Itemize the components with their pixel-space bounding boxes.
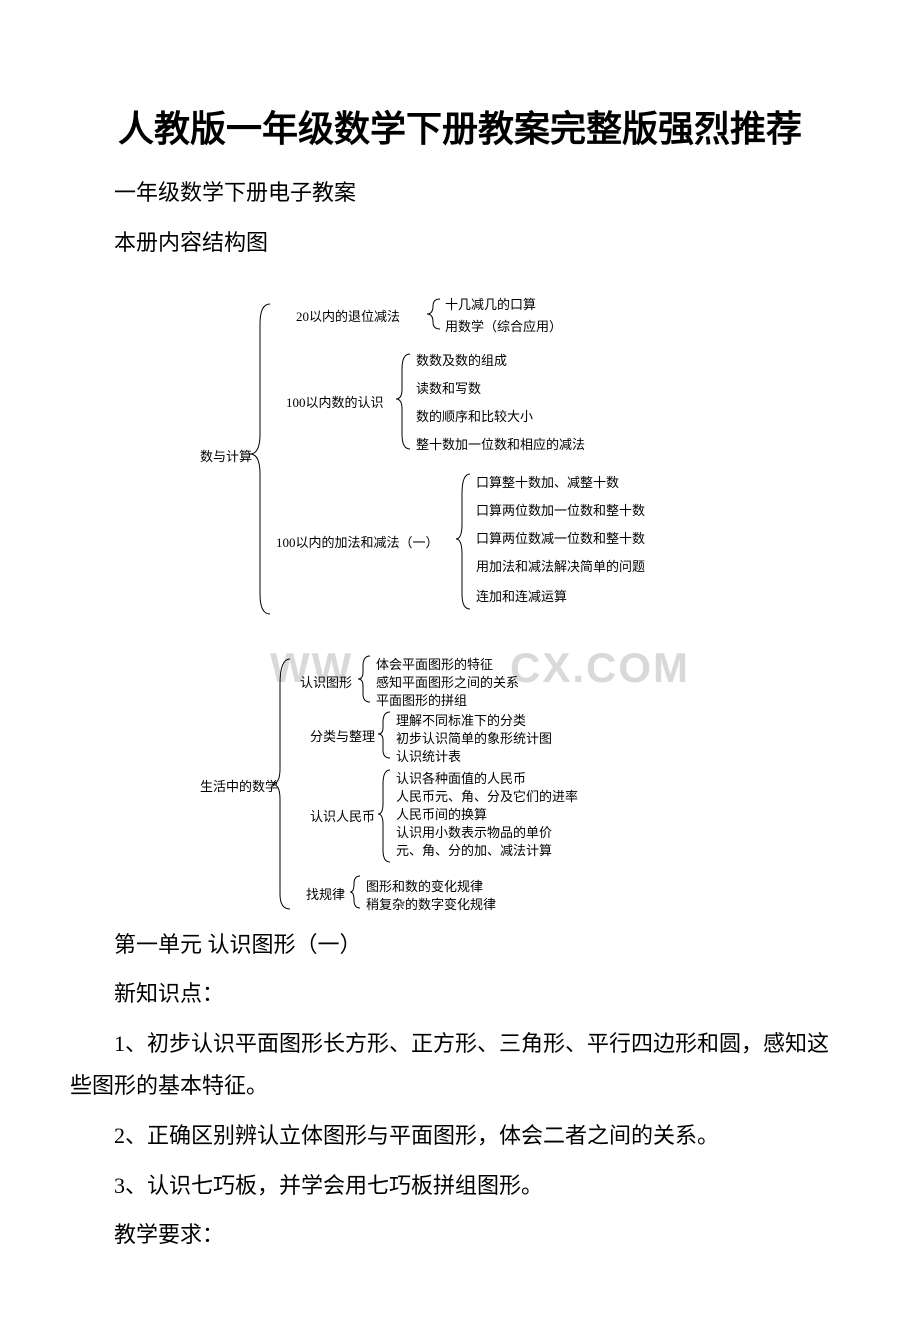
para-unit-title: 第一单元 认识图形（一） xyxy=(70,924,850,966)
d1-b1-i1: 用数学（综合应用） xyxy=(445,316,562,335)
d1-b3-i1: 口算两位数加一位数和整十数 xyxy=(476,500,645,519)
d1-b2-i3: 整十数加一位数和相应的减法 xyxy=(416,434,585,453)
document-page: 人教版一年级数学下册教案完整版强烈推荐 一年级数学下册电子教案 本册内容结构图 … xyxy=(0,0,920,1324)
d2-b3-i4: 元、角、分的加、减法计算 xyxy=(396,840,552,859)
d1-b3-i4: 连加和连减运算 xyxy=(476,586,567,605)
d2-b2-i0: 理解不同标准下的分类 xyxy=(396,710,526,729)
d1-root: 数与计算 xyxy=(200,446,252,465)
structure-diagram-2: WW CX.COM 生活中的数学 认识图形 体会平面图形的特征 感知平面图形之间… xyxy=(200,654,820,914)
d2-b4-label: 找规律 xyxy=(306,884,345,903)
d2-b3-i3: 认识用小数表示物品的单价 xyxy=(396,822,552,841)
d2-b3-i0: 认识各种面值的人民币 xyxy=(396,768,526,787)
document-title: 人教版一年级数学下册教案完整版强烈推荐 xyxy=(70,100,850,152)
d2-b2-label: 分类与整理 xyxy=(310,726,375,745)
para-requirements: 教学要求： xyxy=(70,1214,850,1256)
d2-b1-i2: 平面图形的拼组 xyxy=(376,690,467,709)
d2-b4-i0: 图形和数的变化规律 xyxy=(366,876,483,895)
d1-b3-i2: 口算两位数减一位数和整十数 xyxy=(476,528,645,547)
d2-b4-i1: 稍复杂的数字变化规律 xyxy=(366,894,496,913)
d2-b1-label: 认识图形 xyxy=(300,672,352,691)
d1-b2-label: 100以内数的认识 xyxy=(286,392,384,411)
d2-b1-i1: 感知平面图形之间的关系 xyxy=(376,672,519,691)
para-point-1: 1、初步认识平面图形长方形、正方形、三角形、平行四边形和圆，感知这些图形的基本特… xyxy=(70,1023,850,1107)
d2-b3-i2: 人民币间的换算 xyxy=(396,804,487,823)
d1-b3-label: 100以内的加法和减法（一） xyxy=(276,532,439,551)
d2-b2-i2: 认识统计表 xyxy=(396,746,461,765)
d2-b2-i1: 初步认识简单的象形统计图 xyxy=(396,728,552,747)
d2-b3-i1: 人民币元、角、分及它们的进率 xyxy=(396,786,578,805)
d1-b2-i0: 数数及数的组成 xyxy=(416,350,507,369)
d1-b3-i3: 用加法和减法解决简单的问题 xyxy=(476,556,645,575)
d2-b3-label: 认识人民币 xyxy=(310,806,375,825)
d2-b1-i0: 体会平面图形的特征 xyxy=(376,654,493,673)
d1-b2-i1: 读数和写数 xyxy=(416,378,481,397)
d1-b1-label: 20以内的退位减法 xyxy=(296,306,400,325)
d2-root: 生活中的数学 xyxy=(200,776,278,795)
d1-b2-i2: 数的顺序和比较大小 xyxy=(416,406,533,425)
para-new-points: 新知识点： xyxy=(70,973,850,1015)
d1-b1-i0: 十几减几的口算 xyxy=(445,294,536,313)
structure-diagram-1: 数与计算 20以内的退位减法 十几减几的口算 用数学（综合应用） 100以内数的… xyxy=(200,294,820,624)
d1-b3-i0: 口算整十数加、减整十数 xyxy=(476,472,619,491)
intro-line-2: 本册内容结构图 xyxy=(70,222,850,264)
para-point-2: 2、正确区别辨认立体图形与平面图形，体会二者之间的关系。 xyxy=(70,1115,850,1157)
para-point-3: 3、认识七巧板，并学会用七巧板拼组图形。 xyxy=(70,1165,850,1207)
intro-line-1: 一年级数学下册电子教案 xyxy=(70,172,850,214)
